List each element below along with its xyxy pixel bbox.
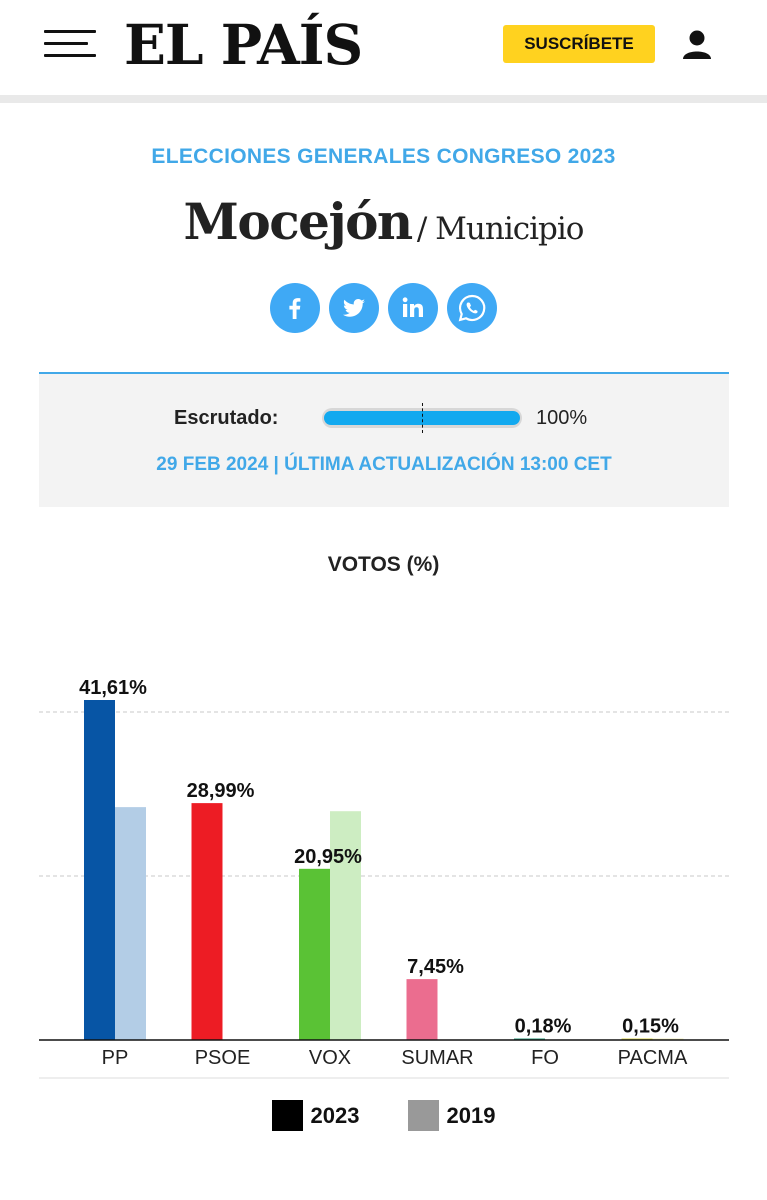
data-label: 0,18% — [515, 1016, 572, 1038]
share-buttons — [0, 283, 767, 333]
logo[interactable]: EL PAÍS — [124, 12, 363, 77]
scrutiny-progress-bar — [322, 403, 522, 433]
progress-midpoint-marker — [422, 403, 423, 433]
bar-2023-vox — [299, 868, 330, 1040]
data-label: 41,61% — [79, 677, 147, 699]
chart-title: VOTOS (%) — [327, 553, 440, 576]
legend-label-2023: 2023 — [310, 1102, 360, 1128]
title-scope: / Municipio — [416, 211, 585, 247]
legend-swatch-2019 — [407, 1100, 439, 1131]
data-label: 7,45% — [407, 956, 464, 978]
page-title: Mocejón / Municipio — [0, 192, 767, 251]
votes-bar-chart: 41,61% PP 28,99% PSOE 20,95% VOX 7,45% SUMAR 0,1… — [39, 677, 729, 1079]
whatsapp-icon[interactable] — [447, 283, 497, 333]
data-label: 0,15% — [622, 1016, 679, 1038]
legend-item-2023: 2023 — [271, 1100, 360, 1131]
data-label: 28,99% — [187, 780, 255, 802]
tick-label: PACMA — [618, 1047, 688, 1069]
scrutiny-label: Escrutado: — [174, 407, 279, 429]
bar-2019-pp — [115, 807, 146, 1040]
site-header: EL PAÍS SUSCRÍBETE — [0, 0, 767, 95]
header-divider — [0, 95, 767, 103]
menu-icon[interactable] — [44, 28, 96, 60]
election-kicker[interactable]: ELECCIONES GENERALES CONGRESO 2023 — [151, 145, 616, 168]
data-label: 20,95% — [294, 846, 362, 868]
facebook-icon[interactable] — [270, 283, 320, 333]
bar-2023-sumar — [406, 979, 438, 1040]
legend-label-2019: 2019 — [446, 1102, 496, 1128]
tick-label: PP — [102, 1047, 129, 1069]
tick-label: FO — [531, 1047, 559, 1069]
twitter-icon[interactable] — [329, 283, 379, 333]
bar-2023-psoe — [191, 803, 223, 1040]
tick-label: PSOE — [195, 1047, 251, 1069]
tick-label: SUMAR — [401, 1047, 473, 1069]
scrutiny-percent: 100% — [536, 407, 588, 429]
bar-2023-pp — [84, 700, 115, 1040]
scrutiny-panel: Escrutado: 100% 29 FEB 2024 | ÚLTIMA ACT… — [39, 372, 729, 507]
user-icon[interactable] — [680, 28, 714, 62]
municipality-name: Mocejón — [183, 192, 414, 251]
legend-swatch-2023 — [271, 1100, 303, 1131]
chart-legend: 2023 2019 — [0, 1100, 767, 1131]
bar-2019-vox — [330, 811, 361, 1040]
tick-label: VOX — [309, 1047, 351, 1069]
last-update: 29 FEB 2024 | ÚLTIMA ACTUALIZACIÓN 13:00… — [156, 454, 612, 475]
legend-item-2019: 2019 — [407, 1100, 496, 1131]
linkedin-icon[interactable] — [388, 283, 438, 333]
subscribe-button[interactable]: SUSCRÍBETE — [503, 25, 655, 63]
